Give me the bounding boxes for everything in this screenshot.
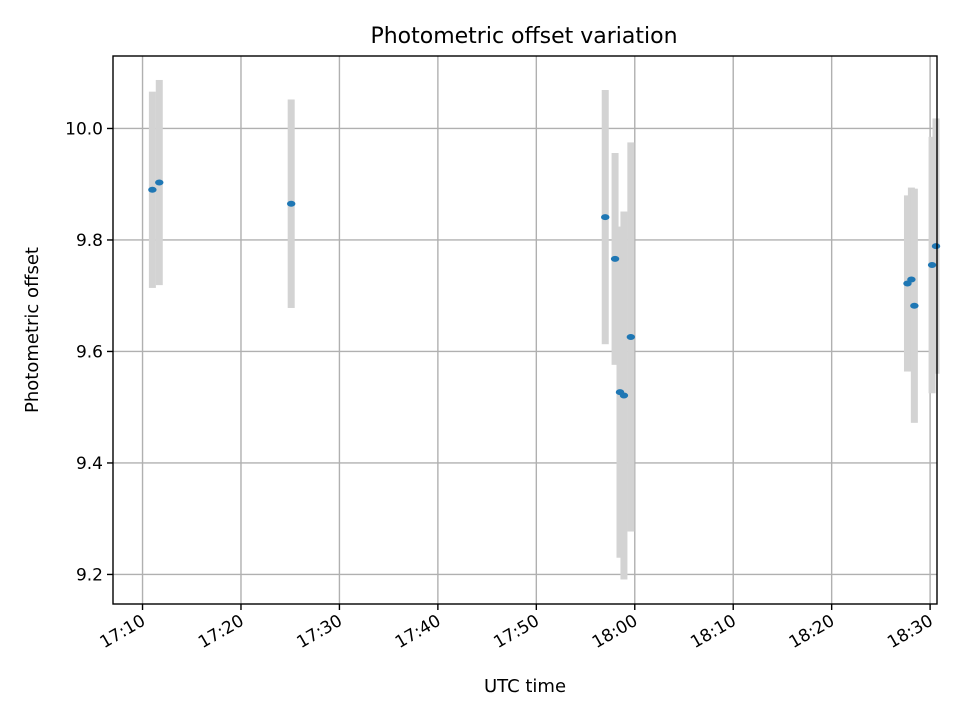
x-tick-label: 18:30: [884, 611, 936, 653]
y-tick-label: 10.0: [65, 119, 103, 139]
y-tick-label: 9.4: [76, 454, 103, 474]
x-tick-label: 18:10: [687, 611, 739, 653]
y-axis-label: Photometric offset: [22, 247, 43, 413]
y-axis-ticks: 9.2 9.4 9.6 9.8 10.0: [65, 119, 113, 585]
plot-frame: [112, 55, 938, 605]
data-point: [155, 179, 164, 186]
chart-title: Photometric offset variation: [370, 24, 677, 49]
error-bars: [148, 79, 940, 580]
x-tick-label: 18:00: [589, 611, 641, 653]
data-point: [619, 392, 629, 399]
x-tick-label: 17:50: [490, 611, 542, 653]
data-point: [931, 243, 941, 250]
y-tick-label: 9.8: [76, 231, 103, 251]
x-axis-label: UTC time: [484, 676, 566, 697]
data-point: [626, 333, 636, 340]
x-tick-label: 17:30: [293, 611, 345, 653]
data-point: [927, 262, 937, 269]
x-axis-ticks: 17:10 17:20 17:30 17:40 17:50 18:00 18:10 18:20…: [97, 604, 937, 653]
x-tick-label: 17:40: [392, 611, 444, 653]
data-point: [601, 214, 610, 221]
grid-lines: [113, 56, 937, 604]
data-point: [907, 276, 916, 283]
data-points: [148, 179, 941, 399]
x-tick-label: 17:20: [195, 611, 247, 653]
data-point: [910, 302, 919, 309]
x-tick-label: 17:10: [97, 611, 149, 653]
data-point: [286, 200, 296, 207]
data-point: [148, 186, 157, 193]
y-tick-label: 9.6: [76, 342, 103, 362]
x-tick-label: 18:20: [786, 611, 838, 653]
y-tick-label: 9.2: [76, 565, 103, 585]
data-point: [610, 255, 620, 262]
